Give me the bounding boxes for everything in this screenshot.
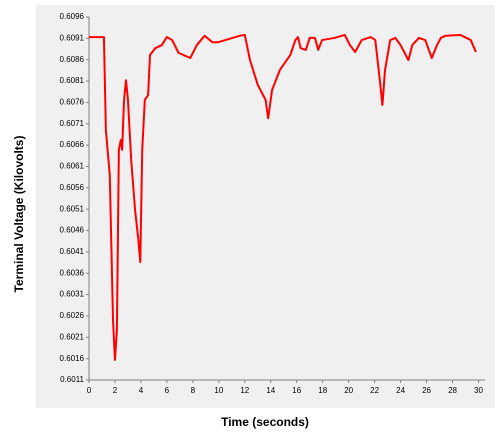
y-tick-label: 0.6061 (60, 162, 85, 171)
x-tick-label: 22 (370, 386, 379, 395)
y-axis-title: Terminal Voltage (Kilovolts) (12, 136, 26, 293)
x-tick-label: 16 (292, 386, 301, 395)
x-tick-label: 2 (113, 386, 118, 395)
x-tick-label: 8 (191, 386, 196, 395)
x-tick-label: 20 (344, 386, 353, 395)
y-tick-label: 0.6066 (60, 140, 85, 149)
x-tick-label: 28 (448, 386, 457, 395)
y-tick-label: 0.6056 (60, 183, 85, 192)
data-line (89, 33, 477, 361)
x-tick-label: 30 (474, 386, 483, 395)
y-tick-label: 0.6091 (60, 33, 85, 42)
y-tick-label: 0.6086 (60, 55, 85, 64)
y-tick-label: 0.6041 (60, 247, 85, 256)
x-tick-label: 26 (422, 386, 431, 395)
y-tick-label: 0.6071 (60, 119, 85, 128)
x-tick-label: 24 (396, 386, 405, 395)
x-tick-label: 0 (87, 386, 92, 395)
y-tick-label: 0.6021 (60, 332, 85, 341)
y-tick-label: 0.6011 (60, 375, 84, 384)
y-tick-label: 0.6031 (60, 290, 85, 299)
y-tick-label: 0.6036 (60, 268, 85, 277)
x-tick-label: 14 (266, 386, 275, 395)
y-tick-label: 0.6096 (60, 12, 85, 21)
y-tick-label: 0.6016 (60, 354, 85, 363)
x-tick-label: 18 (318, 386, 327, 395)
x-tick-label: 6 (165, 386, 170, 395)
y-tick-label: 0.6076 (60, 98, 85, 107)
y-tick-label: 0.6051 (60, 204, 85, 213)
x-tick-label: 10 (214, 386, 223, 395)
y-tick-label: 0.6046 (60, 226, 85, 235)
x-axis-title: Time (seconds) (221, 415, 309, 429)
x-tick-label: 4 (139, 386, 144, 395)
x-tick-label: 12 (240, 386, 249, 395)
chart-panel (36, 5, 495, 408)
y-tick-label: 0.6026 (60, 311, 85, 320)
y-tick-label: 0.6081 (60, 76, 85, 85)
